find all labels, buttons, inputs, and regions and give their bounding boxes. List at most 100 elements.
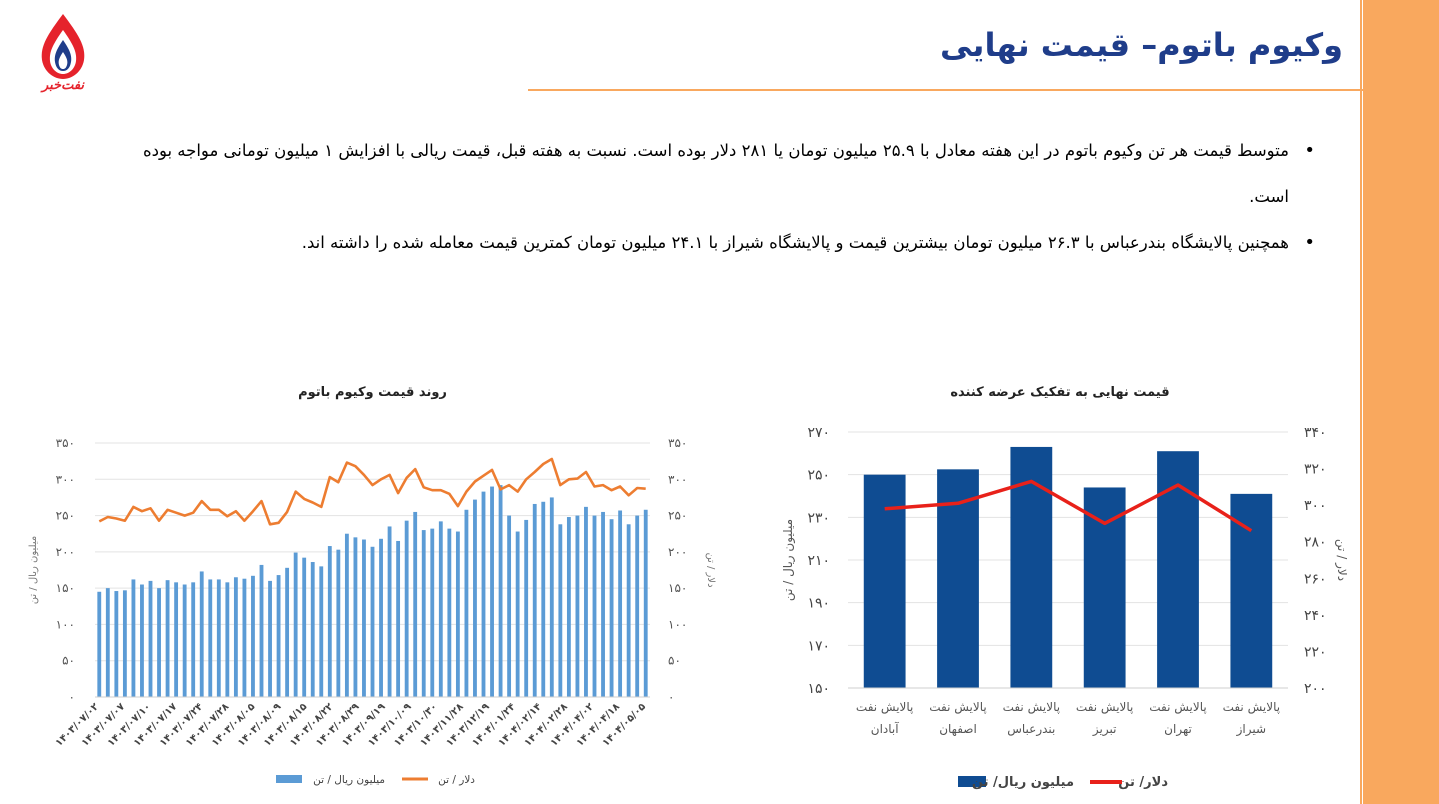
bar-mark [584, 506, 588, 697]
bar-mark [242, 578, 247, 697]
bar-mark [643, 509, 648, 697]
x-tick-label: پالایش نفت [1223, 700, 1281, 715]
x-tick-label: پالایش نفت [929, 700, 987, 715]
bar-mark [473, 499, 477, 697]
bullet-item: همچنین پالایشگاه بندرعباس با ۲۶.۳ میلیون… [129, 220, 1315, 266]
page-title: وکیوم باتوم– قیمت نهایی [940, 26, 1343, 64]
bar-mark [609, 519, 614, 697]
bar-mark [558, 524, 563, 697]
y-tick-label: ۲۰۰ [56, 545, 75, 559]
bar-mark [863, 474, 906, 688]
legend-swatch-bar [958, 776, 986, 787]
bar-mark [626, 524, 631, 697]
bar-mark [566, 517, 571, 697]
bar-mark [498, 485, 503, 697]
bar-mark [421, 530, 426, 697]
bar-mark [541, 501, 546, 697]
bar-mark [208, 579, 213, 697]
legend-swatch-bar [276, 775, 302, 783]
bar-mark [105, 588, 110, 697]
legend-label-bar: میلیون ریال / تن [313, 774, 385, 786]
bar-mark [276, 575, 281, 697]
bar-mark [601, 511, 605, 697]
bar-mark [157, 588, 161, 697]
x-tick-label: شیراز [1236, 722, 1266, 737]
bar-mark [182, 584, 187, 697]
bar-mark [447, 528, 452, 697]
y2-tick-label: ۲۵۰ [668, 509, 687, 523]
bar-mark [216, 579, 221, 697]
bar-mark [532, 503, 537, 697]
logo-text: نفت‌خبر [41, 78, 85, 93]
y-tick-label: ۲۱۰ [807, 553, 830, 569]
y-tick-label: ۲۵۰ [56, 509, 75, 523]
y2-tick-label: ۵۰ [668, 654, 681, 668]
bar-mark [507, 515, 512, 697]
x-tick-label: آبادان [871, 721, 899, 736]
bar-mark [387, 526, 392, 697]
price-trend-chart: روند قیمت وکیوم باتوم ۰ ۵۰ ۱۰۰ ۱۵۰ ۲۰۰ ۲۵۰ ۳۰۰ ۳… [28, 385, 716, 786]
y-tick-label: ۱۵۰ [807, 681, 830, 697]
y-tick-label: ۲۷۰ [807, 425, 830, 441]
bar-mark [464, 509, 469, 697]
y2-tick-label: ۲۴۰ [1304, 608, 1327, 624]
x-tick-label: پالایش نفت [856, 700, 914, 715]
bar-mark [97, 591, 102, 697]
bar-mark [438, 521, 443, 697]
legend-label-bar: میلیون ریال/ تن [972, 775, 1074, 790]
y-tick-label: ۱۷۰ [807, 638, 830, 654]
y2-tick-label: ۳۰۰ [668, 472, 687, 486]
bar-mark [114, 591, 119, 697]
bar-mark [404, 520, 409, 697]
bar-mark [251, 575, 255, 697]
bar-mark [618, 510, 623, 697]
y-tick-label: ۳۰۰ [56, 472, 75, 486]
x-tick-label: پالایش نفت [1149, 700, 1207, 715]
bar-mark [174, 582, 179, 697]
bar-mark [191, 582, 196, 697]
bar-mark [635, 515, 640, 697]
bar-mark [225, 582, 230, 697]
bar-mark [165, 580, 170, 697]
bar-mark [515, 531, 520, 697]
title-underline [528, 89, 1363, 91]
chart-title: روند قیمت وکیوم باتوم [298, 385, 447, 400]
bar-mark [549, 497, 554, 697]
y-tick-label: ۲۳۰ [807, 510, 830, 526]
y2-tick-label: ۳۲۰ [1304, 462, 1327, 478]
y-tick-label: ۲۵۰ [807, 468, 830, 484]
bar-mark [413, 511, 418, 697]
bar-mark [396, 540, 401, 697]
y2-tick-label: ۳۴۰ [1304, 425, 1327, 441]
accent-divider [1360, 0, 1362, 804]
y-tick-label: ۱۹۰ [807, 596, 830, 612]
y2-tick-label: ۱۰۰ [668, 617, 687, 631]
y-tick-label: ۰ [69, 690, 75, 704]
bar-mark [285, 567, 290, 697]
flame-icon [41, 14, 85, 79]
bar-mark [362, 539, 366, 697]
y-axis-label: میلیون ریال / تن [28, 536, 39, 604]
y2-tick-label: ۲۲۰ [1304, 644, 1327, 660]
bar-mark [455, 531, 460, 697]
y2-tick-label: ۱۵۰ [668, 581, 687, 595]
bar-mark [259, 564, 264, 697]
bullet-item: متوسط قیمت هر تن وکیوم باتوم در این هفته… [129, 128, 1315, 220]
bar-mark [1083, 487, 1126, 688]
bar-mark [268, 580, 272, 697]
y2-tick-label: ۲۰۰ [668, 545, 687, 559]
y2-tick-label: ۳۵۰ [668, 436, 687, 450]
bar-mark [199, 571, 204, 697]
supplier-price-chart: قیمت نهایی به تفکیک عرضه کننده ۱۵۰ ۱۷۰ ۱۹۰ ۲… [781, 385, 1349, 790]
legend-label-line: دلار/ تن [1118, 775, 1168, 790]
naftkhabar-logo [28, 12, 98, 102]
y-tick-label: ۱۰۰ [56, 617, 75, 631]
x-tick-label: اصفهان [939, 722, 977, 736]
y2-tick-label: ۲۶۰ [1304, 571, 1327, 587]
bar-mark [122, 590, 127, 697]
y-tick-label: ۳۵۰ [56, 436, 75, 450]
bar-mark [131, 579, 136, 697]
bar-mark [327, 546, 332, 697]
y2-tick-label: ۲۰۰ [1304, 681, 1327, 697]
summary-bullets: متوسط قیمت هر تن وکیوم باتوم در این هفته… [129, 128, 1315, 266]
